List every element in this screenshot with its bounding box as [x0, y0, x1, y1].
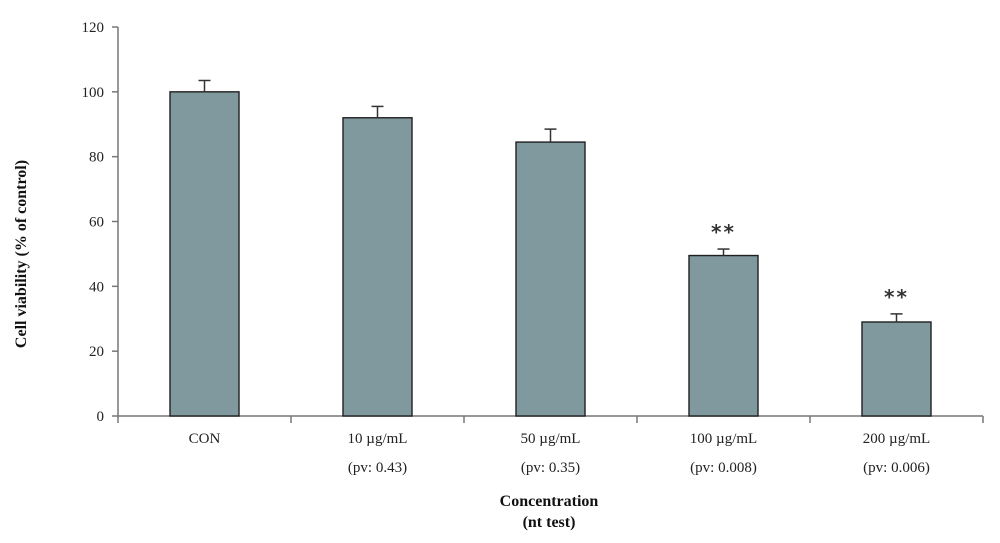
x-tick-label: 100 µg/mL	[690, 431, 757, 447]
y-tick-label: 60	[89, 215, 104, 231]
bars: ** **	[169, 79, 932, 417]
x-tick-label: 50 µg/mL	[521, 431, 581, 447]
bar	[515, 141, 586, 417]
x-tick-label: 10 µg/mL	[348, 431, 408, 447]
p-value-label: (pv: 0.35)	[521, 460, 580, 476]
bar	[688, 254, 759, 417]
y-axis-title: Cell viability (% of control)	[13, 160, 30, 348]
bar	[861, 321, 932, 417]
y-tick-label: 0	[97, 409, 105, 425]
y-tick-label: 20	[89, 344, 104, 360]
y-axis: 0 20 40 60 80 100 120	[82, 20, 119, 425]
x-tick-label: 200 µg/mL	[863, 431, 930, 447]
p-value-label: (pv: 0.008)	[690, 460, 757, 476]
bar	[342, 117, 413, 417]
y-tick-label: 40	[89, 279, 104, 295]
bar	[169, 91, 240, 417]
y-tick-label: 80	[89, 150, 104, 166]
x-axis: CON 10 µg/mL (pv: 0.43) 50 µg/mL (pv: 0.35) 1…	[117, 415, 984, 476]
y-tick-label: 100	[82, 85, 105, 101]
p-value-label: (pv: 0.006)	[863, 460, 930, 476]
x-axis-subtitle: (nt test)	[523, 514, 576, 531]
significance-marker: **	[711, 220, 736, 244]
significance-marker: **	[884, 285, 909, 309]
p-value-label: (pv: 0.43)	[348, 460, 407, 476]
y-tick-label: 120	[82, 20, 105, 36]
x-tick-label: CON	[189, 431, 221, 447]
x-axis-title: Concentration	[500, 493, 599, 510]
